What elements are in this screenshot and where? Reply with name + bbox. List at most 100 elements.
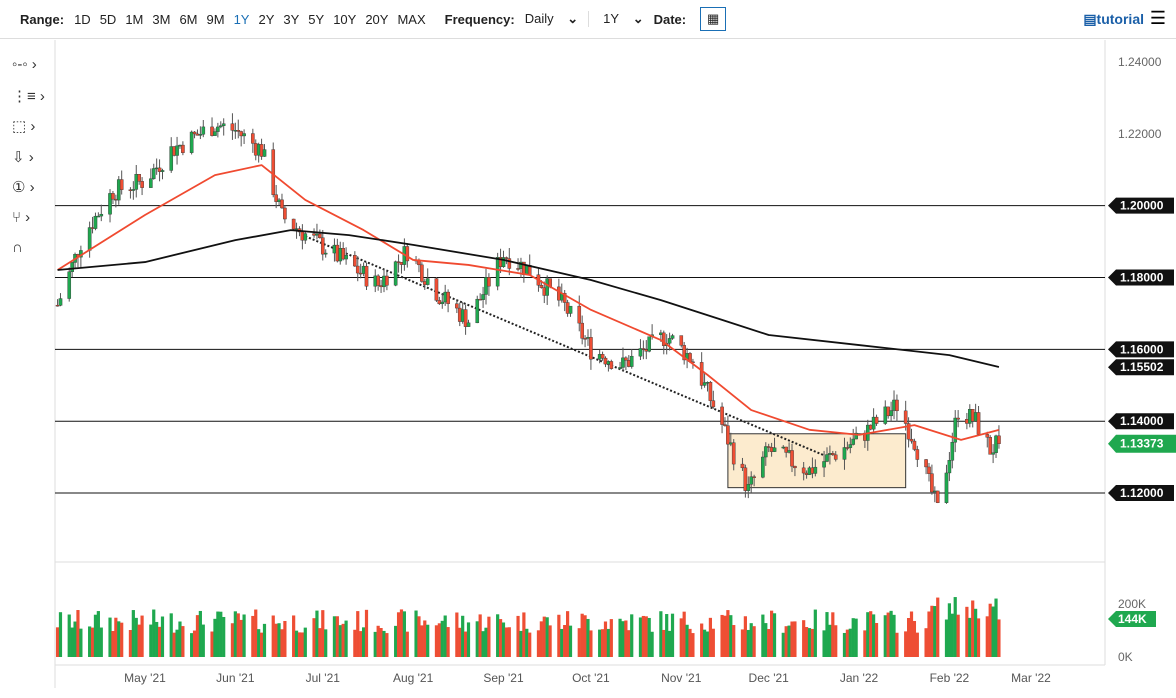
volume-bar [341, 623, 345, 657]
volume-bar [974, 608, 978, 657]
candle [283, 207, 287, 220]
candle [230, 123, 235, 131]
range-buttons: 1D 5D 1M 3M 6M 9M 1Y 2Y 3Y 5Y 10Y 20Y MAX [74, 12, 435, 27]
volume-bar [216, 611, 220, 657]
range-5Y[interactable]: 5Y [308, 11, 325, 27]
crosshair-icon[interactable]: ◦-◦ › [12, 56, 37, 73]
candle [111, 193, 115, 200]
volume-bar [300, 632, 304, 657]
ma-50-line [57, 164, 1000, 441]
candle [589, 337, 593, 360]
volume-bar [160, 616, 165, 657]
volume-bar [600, 629, 605, 657]
volume-bar [854, 618, 858, 657]
candle [624, 357, 628, 361]
volume-bar [991, 606, 995, 657]
range-2Y[interactable]: 2Y [258, 11, 275, 27]
menu-icon[interactable]: ☰ [1149, 8, 1166, 28]
candle [393, 261, 398, 286]
range-9M[interactable]: 9M [206, 11, 225, 27]
volume-bar [259, 632, 264, 657]
volume-bar [886, 612, 890, 657]
volume-bar [586, 618, 590, 657]
candle [854, 432, 858, 440]
candle [108, 193, 112, 215]
candle [723, 424, 727, 426]
volume-bar [889, 610, 893, 657]
candle [994, 435, 998, 453]
volume-bar [455, 612, 459, 657]
candle [766, 446, 771, 448]
volume-bar [324, 629, 328, 657]
volume-bar [318, 628, 322, 657]
number-icon[interactable]: ① › [12, 179, 35, 196]
candle [149, 178, 153, 188]
volume-bar [414, 610, 418, 657]
candle [466, 322, 471, 327]
range-1Y[interactable]: 1Y [233, 11, 250, 27]
list-icon[interactable]: ⋮≡ › [12, 87, 45, 105]
volume-bar [997, 619, 1001, 657]
range-MAX[interactable]: MAX [397, 11, 426, 27]
arrow-down-icon[interactable]: ⇩ › [12, 148, 34, 166]
period-select[interactable]: 1Y ⌄ [588, 11, 644, 27]
candle [909, 438, 914, 442]
range-3Y[interactable]: 3Y [283, 11, 300, 27]
volume-bar [781, 632, 785, 657]
volume-bar [507, 627, 511, 657]
volume-bar [909, 611, 914, 657]
range-1D[interactable]: 1D [74, 11, 91, 27]
fork-icon[interactable]: ⑂ › [12, 208, 31, 226]
range-10Y[interactable]: 10Y [333, 11, 357, 27]
candle [903, 410, 908, 424]
volume-bar [682, 611, 686, 657]
range-5D[interactable]: 5D [99, 11, 117, 27]
candle [621, 357, 625, 368]
candle [763, 446, 768, 458]
volume-tag [1108, 611, 1156, 627]
range-6M[interactable]: 6M [179, 11, 198, 27]
candle [848, 444, 853, 448]
volume-bar [583, 615, 587, 657]
candle [985, 434, 990, 438]
candle [702, 382, 707, 386]
volume-bar [831, 612, 835, 657]
volume-bar [149, 624, 153, 657]
range-20Y[interactable]: 20Y [365, 11, 389, 27]
volume-bar [606, 628, 611, 657]
candle [711, 400, 716, 408]
candle [181, 144, 185, 153]
volume-bar [254, 609, 258, 657]
magnet-icon[interactable]: ∩ [12, 239, 23, 256]
price-tag-label: 1.12000 [1120, 486, 1164, 500]
candle [889, 410, 893, 417]
range-3M[interactable]: 3M [152, 11, 171, 27]
volume-bar [557, 614, 561, 657]
volume-bar [627, 630, 631, 657]
candle [175, 145, 179, 156]
volume-bar [108, 617, 112, 657]
volume-bar [565, 611, 570, 657]
candle [463, 309, 468, 327]
volume-tag-label: 144K [1118, 612, 1147, 626]
tutorial-link[interactable]: ▤tutorial [1083, 11, 1144, 28]
volume-bar [262, 623, 267, 657]
volume-bar [292, 615, 296, 657]
candle [746, 484, 751, 491]
frequency-select[interactable]: Daily ⌄ [525, 11, 578, 27]
candle [475, 298, 480, 324]
calendar-icon[interactable]: ▦ [700, 7, 727, 31]
volume-bar [863, 630, 867, 657]
volume-bar [767, 629, 771, 657]
candle [93, 215, 98, 229]
range-1M[interactable]: 1M [125, 11, 144, 27]
candle [55, 304, 60, 307]
candle [988, 437, 992, 455]
volume-bar [487, 616, 491, 657]
candle [772, 447, 777, 452]
volume-tick-label: 0K [1118, 650, 1133, 664]
candle [169, 146, 174, 171]
rectangle-icon[interactable]: ⬚ › [12, 118, 36, 135]
last-price-tag [1108, 434, 1176, 453]
